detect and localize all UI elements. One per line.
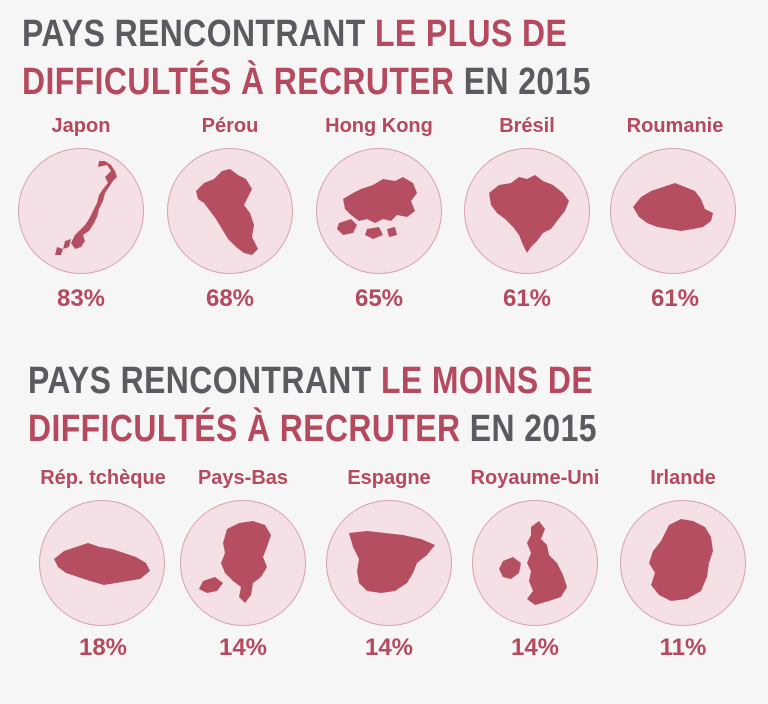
map-circle (167, 148, 293, 274)
country-value: 83% (56, 285, 106, 312)
bottom-title-lead: PAYS RENCONTRANT (28, 360, 381, 402)
top-section-title: PAYS RENCONTRANT LE PLUS DE DIFFICULTÉS À… (22, 10, 591, 106)
country-name: Japon (51, 115, 111, 137)
bottom-title-highlight-2: DIFFICULTÉS À RECRUTER (28, 408, 461, 450)
country-value: 14% (510, 634, 560, 661)
country-value: 11% (659, 634, 707, 661)
map-circle (472, 500, 598, 626)
romania-map-icon (633, 183, 713, 231)
country-value: 61% (650, 285, 700, 312)
map-circle (18, 148, 144, 274)
hong-kong-map-icon (337, 177, 417, 239)
top-title-highlight-2: DIFFICULTÉS À RECRUTER (22, 61, 455, 103)
country-value: 61% (502, 285, 552, 312)
country-value: 14% (364, 634, 414, 661)
country-name: Rép. tchèque (40, 467, 166, 489)
top-title-year: EN 2015 (454, 61, 591, 103)
country-name: Brésil (499, 115, 555, 137)
map-circle (39, 500, 165, 626)
map-circle (620, 500, 746, 626)
ireland-map-icon (649, 519, 713, 601)
spain-map-icon (349, 531, 435, 593)
peru-map-icon (196, 169, 258, 255)
country-value: 18% (78, 634, 128, 661)
map-circle (464, 148, 590, 274)
brazil-map-icon (489, 175, 569, 253)
country-name: Hong Kong (325, 115, 433, 137)
country-value: 14% (218, 634, 268, 661)
country-value: 68% (205, 285, 255, 312)
country-name: Roumanie (626, 115, 724, 137)
map-circle (316, 148, 442, 274)
country-name: Pérou (201, 115, 259, 137)
map-circle (610, 148, 736, 274)
netherlands-map-icon (199, 521, 271, 603)
country-name: Espagne (347, 467, 431, 489)
bottom-title-year: EN 2015 (460, 408, 597, 450)
country-name: Royaume-Uni (470, 467, 600, 489)
map-circle (180, 500, 306, 626)
czech-republic-map-icon (54, 543, 150, 585)
top-title-lead: PAYS RENCONTRANT (22, 13, 375, 55)
country-name: Pays-Bas (197, 467, 289, 489)
country-value: 65% (354, 285, 404, 312)
bottom-section-title: PAYS RENCONTRANT LE MOINS DE DIFFICULTÉS … (28, 357, 597, 453)
japan-map-icon (55, 161, 117, 255)
map-circle (326, 500, 452, 626)
united-kingdom-map-icon (499, 521, 567, 605)
bottom-title-highlight: LE MOINS DE (380, 360, 594, 402)
country-name: Irlande (650, 467, 716, 489)
top-title-highlight: LE PLUS DE (374, 13, 568, 55)
